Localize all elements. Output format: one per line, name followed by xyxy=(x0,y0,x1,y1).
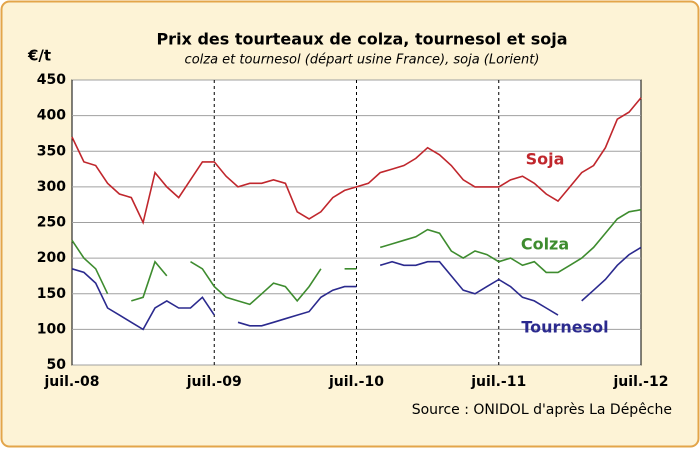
series-label: Tournesol xyxy=(521,318,608,337)
chart-subtitle: colza et tournesol (départ usine France)… xyxy=(185,53,540,68)
y-tick-label: 300 xyxy=(37,179,66,195)
y-tick-label: 450 xyxy=(37,72,66,88)
y-tick-label: 50 xyxy=(47,357,67,373)
series-line xyxy=(71,97,642,225)
y-tick-label: 400 xyxy=(37,108,66,124)
chart-title: Prix des tourteaux de colza, tournesol e… xyxy=(156,30,567,49)
x-tick-label: juil.-10 xyxy=(328,374,384,390)
series-line xyxy=(71,208,642,306)
series-line xyxy=(71,246,642,331)
y-tick-label: 200 xyxy=(37,250,66,266)
x-tick-label: juil.-08 xyxy=(44,374,100,390)
series-label: Colza xyxy=(521,235,569,254)
x-tick-label: juil.-11 xyxy=(470,374,526,390)
series-label: Soja xyxy=(526,150,565,169)
x-tick-label: juil.-09 xyxy=(186,374,242,390)
y-tick-label: 350 xyxy=(37,143,66,159)
y-tick-label: 250 xyxy=(37,215,66,231)
x-tick-label: juil.-12 xyxy=(613,374,669,390)
y-axis-label: €/t xyxy=(27,47,51,65)
y-tick-label: 100 xyxy=(37,321,66,337)
y-tick-label: 150 xyxy=(37,286,66,302)
source: Source : ONIDOL d'après La Dépêche xyxy=(412,402,672,418)
